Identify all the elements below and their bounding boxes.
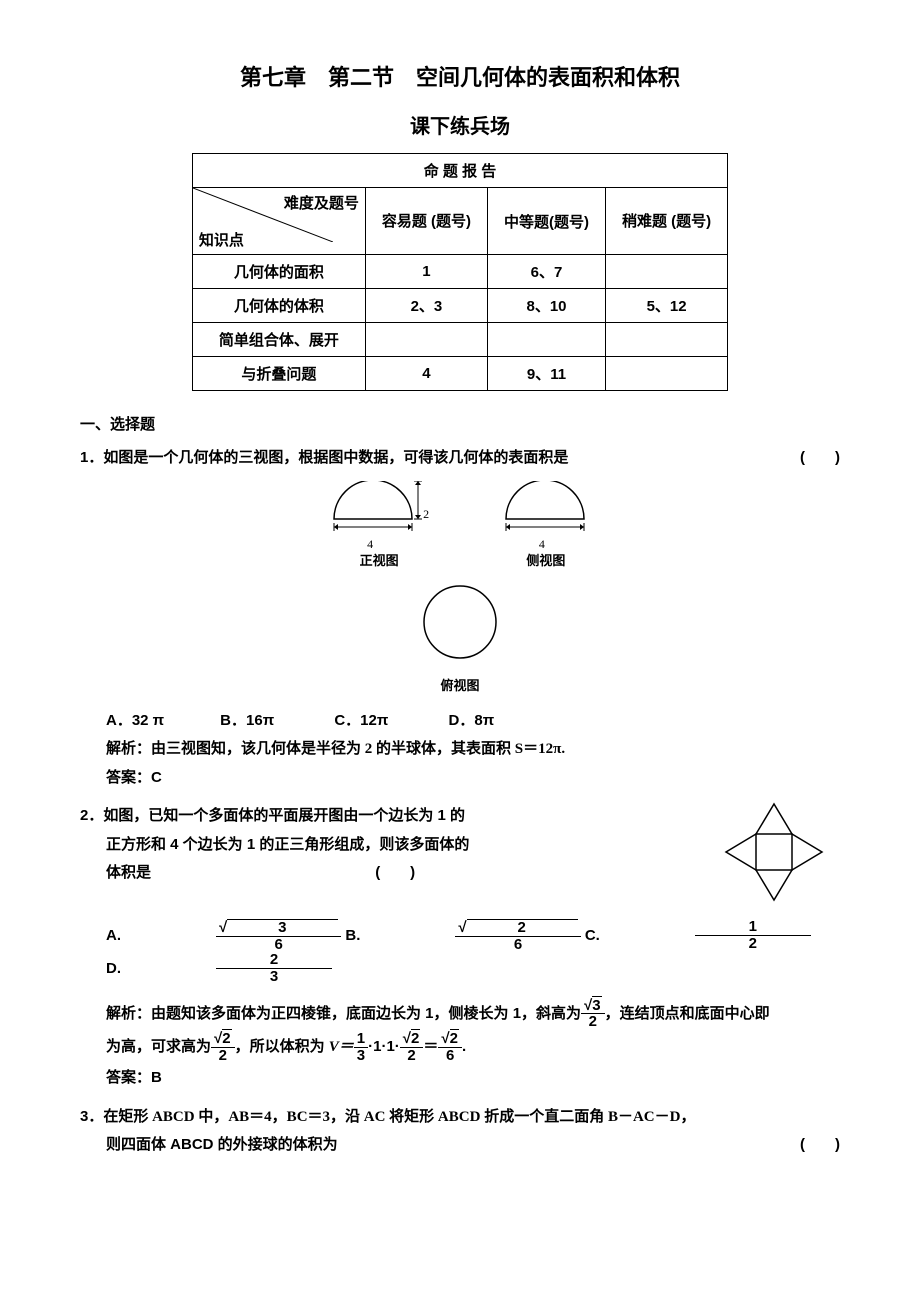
- table-row: 简单组合体、展开: [192, 323, 727, 357]
- q2-l3: 体积是: [106, 864, 151, 881]
- q2-sol-a: 由题知该多面体为正四棱锥，底面边长为 1，侧棱长为 1，斜高为: [151, 1005, 581, 1022]
- q2-choice-c: C.12: [585, 919, 811, 952]
- dim2: 2: [423, 503, 429, 526]
- front-caption: 正视图: [319, 549, 439, 574]
- cell: 几何体的面积: [192, 255, 365, 289]
- q1-choice-b: B．16π: [220, 707, 330, 736]
- report-caption: 命 题 报 告: [192, 154, 727, 188]
- diag-bl: 知识点: [199, 229, 244, 250]
- q2-paren: ( ): [375, 864, 415, 881]
- page-title: 第七章 第二节 空间几何体的表面积和体积: [80, 60, 840, 92]
- cell: [488, 323, 606, 357]
- cell: 与折叠问题: [192, 357, 365, 391]
- q2-choice-a: A.36: [106, 919, 341, 953]
- q1-paren: ( ): [800, 444, 840, 473]
- q1-num: 1．: [80, 449, 103, 466]
- cell: 4: [365, 357, 487, 391]
- q2-l1: 如图，已知一个多面体的平面展开图由一个边长为 1 的: [103, 807, 465, 824]
- q2-sol-label: 解析：: [106, 1005, 151, 1022]
- q2-choice-d: D.23: [106, 952, 332, 985]
- cell: 几何体的体积: [192, 289, 365, 323]
- table-row: 几何体的体积2、38、105、12: [192, 289, 727, 323]
- problem-1: 1．如图是一个几何体的三视图，根据图中数据，可得该几何体的表面积是 ( ) 4 …: [80, 444, 840, 792]
- q3-l1: 在矩形 ABCD 中，AB＝4，BC＝3，沿 AC 将矩形 ABCD 折成一个直…: [103, 1108, 695, 1125]
- report-table: 命 题 报 告 难度及题号 知识点 容易题 (题号) 中等题(题号) 稍难题 (…: [192, 153, 728, 391]
- top-caption: 俯视图: [415, 674, 505, 699]
- q2-l2: 正方形和 4 个边长为 1 的正三角形组成，则该多面体的: [106, 836, 469, 853]
- q2-sol-b: ，连结顶点和底面中心即: [605, 1005, 770, 1022]
- dim4a: 4: [367, 533, 373, 556]
- v-eq: ＝: [423, 1038, 438, 1055]
- col-easy: 容易题 (题号): [365, 188, 487, 255]
- v-lhs: V＝: [329, 1039, 354, 1055]
- q1-choice-d: D．8π: [449, 707, 559, 736]
- q2-sol-c: 为高，可求高为: [106, 1038, 211, 1055]
- cell: [365, 323, 487, 357]
- cell: [606, 323, 728, 357]
- cell: [606, 357, 728, 391]
- diag-tr: 难度及题号: [284, 192, 359, 213]
- top-view: 俯视图: [415, 582, 505, 699]
- problem-2: 2．如图，已知一个多面体的平面展开图由一个边长为 1 的 正方形和 4 个边长为…: [80, 802, 840, 1092]
- section-heading: 一、选择题: [80, 413, 840, 434]
- cell: 简单组合体、展开: [192, 323, 365, 357]
- q2-choice-b: B.26: [345, 919, 580, 953]
- page-subtitle: 课下练兵场: [80, 110, 840, 139]
- cell: 8、10: [488, 289, 606, 323]
- front-view: 4 2 正视图: [319, 481, 439, 574]
- cell: [606, 255, 728, 289]
- col-medium: 中等题(题号): [488, 188, 606, 255]
- cell: 6、7: [488, 255, 606, 289]
- v-mid: ·1·1·: [368, 1038, 400, 1055]
- q2-num: 2．: [80, 807, 103, 824]
- diag-header: 难度及题号 知识点: [192, 188, 365, 255]
- unfold-figure: [710, 802, 840, 913]
- cell: 9、11: [488, 357, 606, 391]
- q1-choice-c: C．12π: [334, 707, 444, 736]
- cell: 2、3: [365, 289, 487, 323]
- col-hard: 稍难题 (题号): [606, 188, 728, 255]
- q3-paren: ( ): [800, 1131, 840, 1160]
- q2-sol-d: ，所以体积为: [235, 1038, 329, 1055]
- q3-num: 3．: [80, 1108, 103, 1125]
- q3-l2: 则四面体 ABCD 的外接球的体积为: [106, 1136, 338, 1153]
- period: .: [462, 1038, 466, 1055]
- problem-3: 3．在矩形 ABCD 中，AB＝4，BC＝3，沿 AC 将矩形 ABCD 折成一…: [80, 1103, 840, 1160]
- dim4b: 4: [539, 533, 545, 556]
- cell: 1: [365, 255, 487, 289]
- table-row: 几何体的面积16、7: [192, 255, 727, 289]
- q1-sol-label: 解析：: [106, 740, 151, 757]
- table-row: 与折叠问题49、11: [192, 357, 727, 391]
- q1-ans: C: [151, 769, 162, 786]
- q2-ans: B: [151, 1069, 162, 1086]
- q1-sol-text: 由三视图知，该几何体是半径为 2 的半球体，其表面积 S＝12π.: [151, 741, 565, 757]
- q2-ans-label: 答案：: [106, 1069, 151, 1086]
- q1-ans-label: 答案：: [106, 769, 151, 786]
- cell: 5、12: [606, 289, 728, 323]
- q1-stem: 如图是一个几何体的三视图，根据图中数据，可得该几何体的表面积是: [103, 449, 568, 466]
- side-caption: 侧视图: [491, 549, 601, 574]
- q1-choice-a: A．32 π: [106, 707, 216, 736]
- side-view: 4 侧视图: [491, 481, 601, 574]
